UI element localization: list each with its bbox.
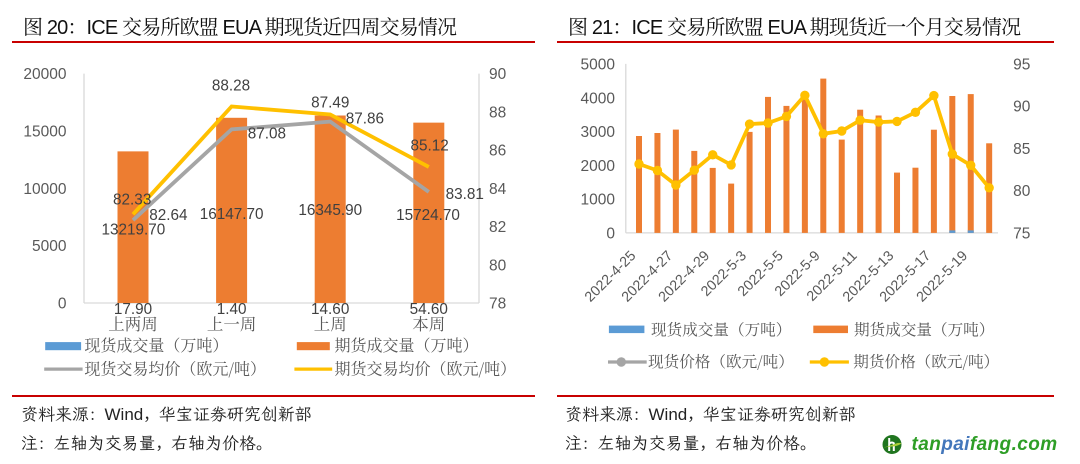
svg-text:上周: 上周	[314, 311, 347, 335]
svg-text:87.49: 87.49	[311, 95, 349, 112]
svg-text:13219.70: 13219.70	[101, 222, 165, 239]
svg-text:期货交易均价（欧元/吨）: 期货交易均价（欧元/吨）	[335, 356, 517, 379]
svg-text:1000: 1000	[581, 192, 616, 209]
svg-text:95: 95	[1013, 57, 1030, 74]
svg-text:5000: 5000	[581, 57, 616, 74]
svg-text:10000: 10000	[23, 181, 66, 198]
svg-text:现货成交量（万吨）: 现货成交量（万吨）	[651, 318, 791, 340]
svg-text:现货价格（欧元/吨）: 现货价格（欧元/吨）	[648, 350, 794, 372]
svg-text:80: 80	[1013, 183, 1031, 200]
svg-text:3000: 3000	[581, 124, 616, 141]
svg-text:1.40: 1.40	[217, 301, 247, 318]
svg-text:86: 86	[489, 143, 506, 160]
svg-text:83.81: 83.81	[446, 186, 484, 203]
svg-text:90: 90	[489, 66, 507, 83]
svg-text:上两周: 上两周	[108, 311, 158, 335]
svg-text:17.90: 17.90	[114, 301, 152, 318]
svg-text:20000: 20000	[23, 66, 66, 83]
svg-text:现货交易均价（欧元/吨）: 现货交易均价（欧元/吨）	[84, 356, 266, 379]
svg-text:现货成交量（万吨）: 现货成交量（万吨）	[84, 333, 228, 356]
svg-text:88.28: 88.28	[212, 78, 250, 95]
svg-text:2000: 2000	[581, 158, 616, 175]
svg-text:0: 0	[58, 296, 67, 313]
svg-text:54.60: 54.60	[410, 301, 448, 318]
svg-text:78: 78	[489, 296, 506, 313]
svg-text:期货成交量（万吨）: 期货成交量（万吨）	[335, 333, 479, 356]
svg-text:0: 0	[606, 225, 615, 242]
svg-text:16147.70: 16147.70	[200, 206, 264, 223]
svg-text:82.33: 82.33	[113, 192, 151, 209]
svg-text:88: 88	[489, 104, 506, 121]
svg-text:期货成交量（万吨）: 期货成交量（万吨）	[854, 318, 994, 340]
svg-text:16345.90: 16345.90	[298, 202, 362, 219]
svg-text:15724.70: 15724.70	[396, 207, 460, 224]
svg-text:82.64: 82.64	[149, 207, 188, 224]
svg-text:80: 80	[489, 257, 507, 274]
svg-text:tanpaifang.com: tanpaifang.com	[912, 434, 1058, 455]
svg-text:75: 75	[1013, 225, 1030, 242]
svg-text:84: 84	[489, 181, 507, 198]
svg-text:82: 82	[489, 219, 506, 236]
svg-text:87.86: 87.86	[346, 111, 384, 128]
svg-text:5000: 5000	[32, 238, 67, 255]
svg-text:85.12: 85.12	[410, 137, 448, 154]
svg-text:4000: 4000	[581, 90, 616, 107]
svg-text:14.60: 14.60	[311, 301, 349, 318]
svg-text:上一周: 上一周	[207, 311, 257, 335]
svg-text:本周: 本周	[412, 311, 445, 335]
svg-text:90: 90	[1013, 99, 1031, 116]
svg-text:87.08: 87.08	[248, 125, 286, 142]
svg-text:期货价格（欧元/吨）: 期货价格（欧元/吨）	[853, 350, 999, 372]
svg-text:15000: 15000	[23, 124, 66, 141]
svg-text:85: 85	[1013, 141, 1030, 158]
